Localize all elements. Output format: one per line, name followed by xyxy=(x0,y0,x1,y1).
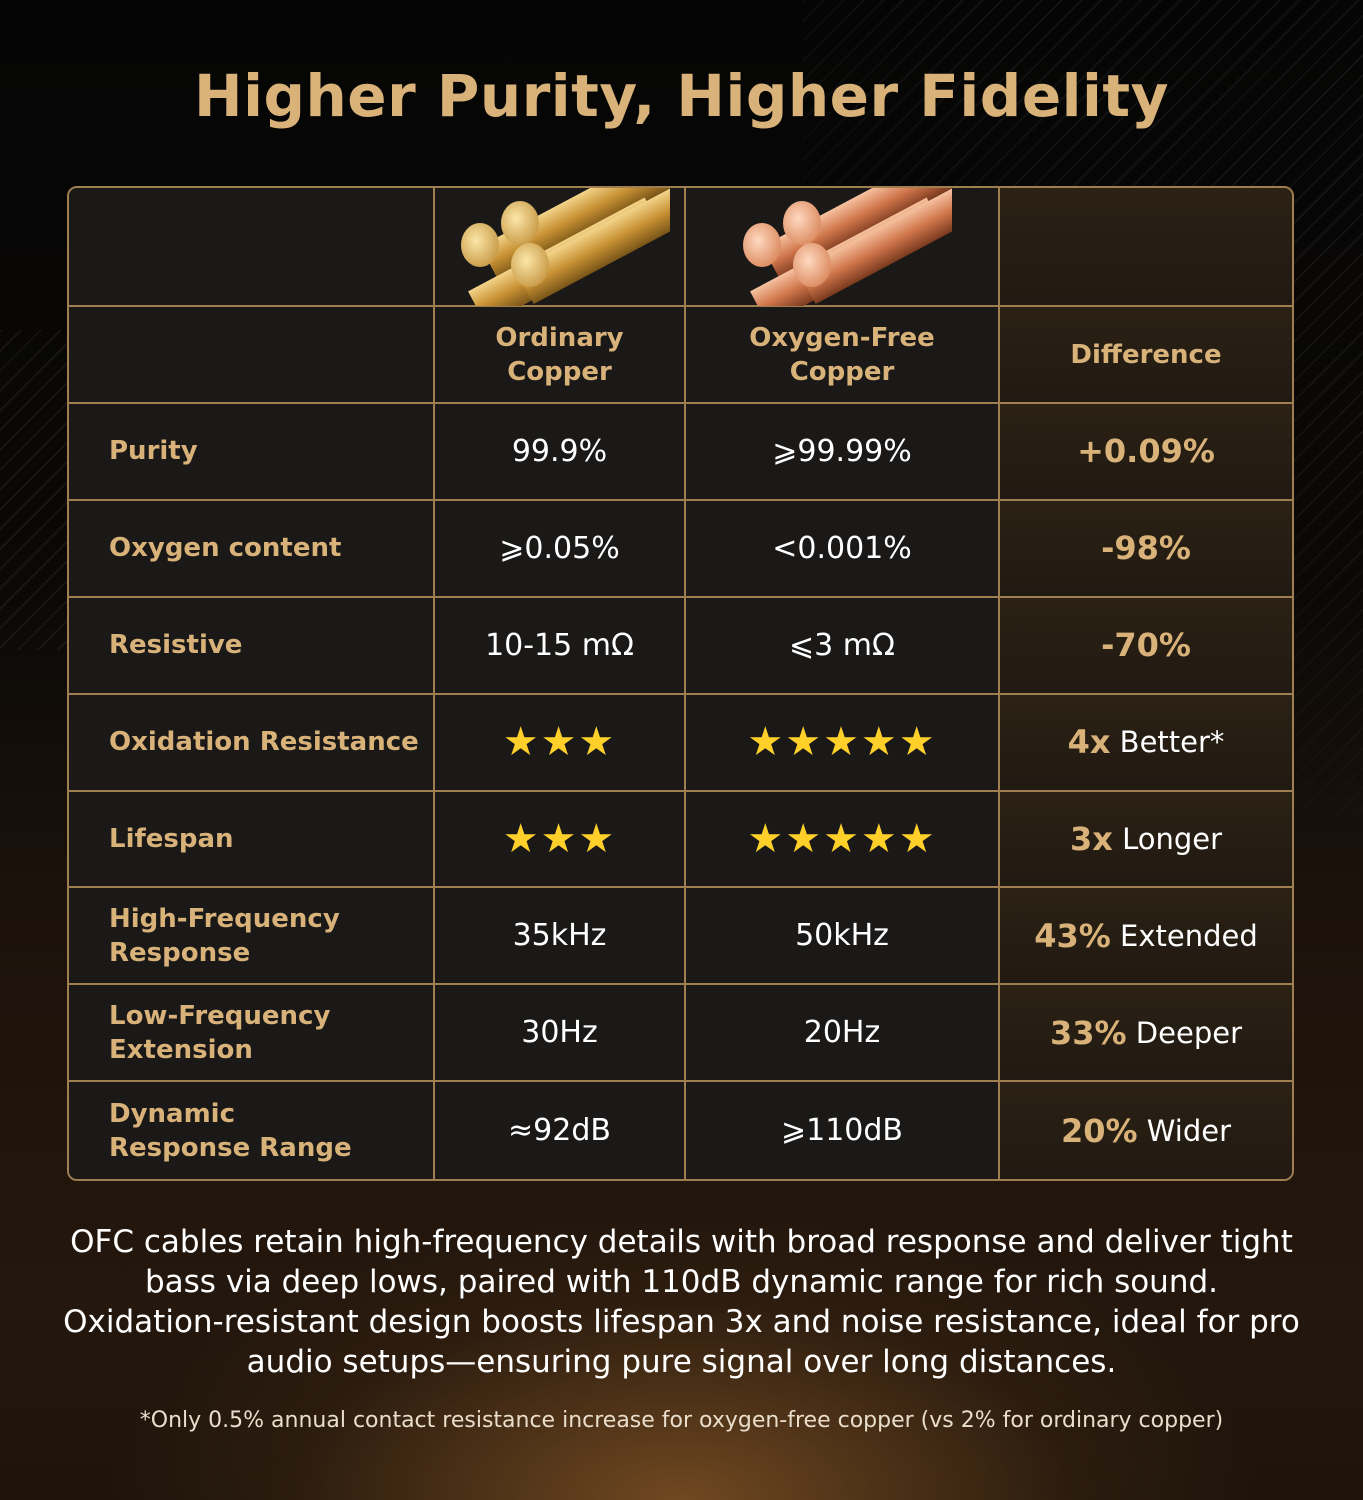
header-label-cell xyxy=(69,307,435,404)
difference-number: -98% xyxy=(1101,529,1191,568)
difference-value: 20% Wider xyxy=(1000,1082,1292,1179)
ofc-value: 20Hz xyxy=(686,985,1000,1083)
difference-value: 43% Extended xyxy=(1000,888,1292,986)
row-label-text: Oxygen content xyxy=(109,533,342,564)
difference-value: +0.09% xyxy=(1000,404,1292,501)
difference-value: 4x Better* xyxy=(1000,694,1292,792)
header-ordinary-copper-text: Ordinary Copper xyxy=(495,322,624,387)
row-label-low-frequency-extension: Low-Frequency Extension xyxy=(69,985,435,1083)
header-empty-diff-cell xyxy=(1000,188,1292,307)
difference-number: +0.09% xyxy=(1077,432,1215,471)
row-label-text: Low-Frequency Extension xyxy=(109,1000,331,1065)
header-difference: Difference xyxy=(1000,307,1292,404)
row-label-lifespan: Lifespan xyxy=(69,791,435,889)
ordinary-value: 99.9% xyxy=(435,404,686,501)
difference-text: Deeper xyxy=(1126,1015,1242,1050)
difference-text: Wider xyxy=(1137,1113,1232,1148)
row-label-purity: Purity xyxy=(69,404,435,501)
star-icon: ★★★ xyxy=(502,815,617,862)
difference-value: -70% xyxy=(1000,597,1292,695)
row-label-oxygen-content: Oxygen content xyxy=(69,500,435,598)
brass-rods-image xyxy=(460,188,670,306)
row-label-text: Lifespan xyxy=(109,823,234,854)
difference-number: 33% xyxy=(1050,1013,1127,1052)
row-label-dynamic-response-range: Dynamic Response Range xyxy=(69,1082,435,1179)
difference-text: Better* xyxy=(1110,725,1225,760)
header-empty-cell xyxy=(69,188,435,307)
header-oxygen-free-copper: Oxygen-Free Copper xyxy=(686,307,1000,404)
header-ordinary-copper: Ordinary Copper xyxy=(435,307,686,404)
difference-value: 33% Deeper xyxy=(1000,985,1292,1083)
row-label-oxidation-resistance: Oxidation Resistance xyxy=(69,694,435,792)
ofc-value: ⩾99.99% xyxy=(686,404,1000,501)
footnote: *Only 0.5% annual contact resistance inc… xyxy=(139,1408,1224,1433)
row-label-resistive: Resistive xyxy=(69,597,435,695)
ofc-value: <0.001% xyxy=(686,500,1000,598)
ordinary-value: ⩾0.05% xyxy=(435,500,686,598)
row-label-text: Oxidation Resistance xyxy=(109,727,419,758)
difference-number: 4x xyxy=(1067,723,1111,762)
decorative-stripes-left xyxy=(0,330,70,650)
star-icon: ★★★★★ xyxy=(747,719,937,766)
row-label-text: Purity xyxy=(109,436,198,467)
difference-text: Extended xyxy=(1110,918,1258,953)
difference-number: -70% xyxy=(1101,626,1191,665)
difference-number: 20% xyxy=(1060,1111,1138,1150)
difference-value: -98% xyxy=(1000,500,1292,598)
difference-number: 3x xyxy=(1069,819,1113,858)
description-text: OFC cables retain high-frequency details… xyxy=(63,1224,1300,1380)
rod-end xyxy=(500,201,539,245)
page-title: Higher Purity, Higher Fidelity xyxy=(194,62,1169,130)
ofc-value: ⩾110dB xyxy=(686,1082,1000,1179)
row-label-text: High-Frequency Response xyxy=(109,903,340,968)
ordinary-value: 30Hz xyxy=(435,985,686,1083)
row-label-text: Resistive xyxy=(109,630,243,661)
ordinary-value: ≈92dB xyxy=(435,1082,686,1179)
difference-number: 43% xyxy=(1034,916,1111,955)
row-label-text: Dynamic Response Range xyxy=(109,1098,352,1163)
ofc-image-cell xyxy=(686,188,1000,307)
ofc-star-rating: ★★★★★ xyxy=(686,694,1000,792)
ordinary-star-rating: ★★★ xyxy=(435,694,686,792)
ordinary-copper-image-cell xyxy=(435,188,686,307)
ordinary-value: 10-15 mΩ xyxy=(435,597,686,695)
ordinary-value: 35kHz xyxy=(435,888,686,986)
comparison-table: Ordinary Copper Oxygen-Free Copper Diffe… xyxy=(67,186,1294,1181)
header-ofc-text: Oxygen-Free Copper xyxy=(749,322,935,387)
header-difference-text: Difference xyxy=(1070,339,1222,370)
ofc-star-rating: ★★★★★ xyxy=(686,791,1000,889)
ofc-value: ⩽3 mΩ xyxy=(686,597,1000,695)
star-icon: ★★★★★ xyxy=(747,815,937,862)
difference-text: Longer xyxy=(1112,821,1223,856)
ofc-value: 50kHz xyxy=(686,888,1000,986)
star-icon: ★★★ xyxy=(502,719,617,766)
difference-value: 3x Longer xyxy=(1000,791,1292,889)
ordinary-star-rating: ★★★ xyxy=(435,791,686,889)
copper-rods-image xyxy=(743,188,952,306)
row-label-high-frequency-response: High-Frequency Response xyxy=(69,888,435,986)
